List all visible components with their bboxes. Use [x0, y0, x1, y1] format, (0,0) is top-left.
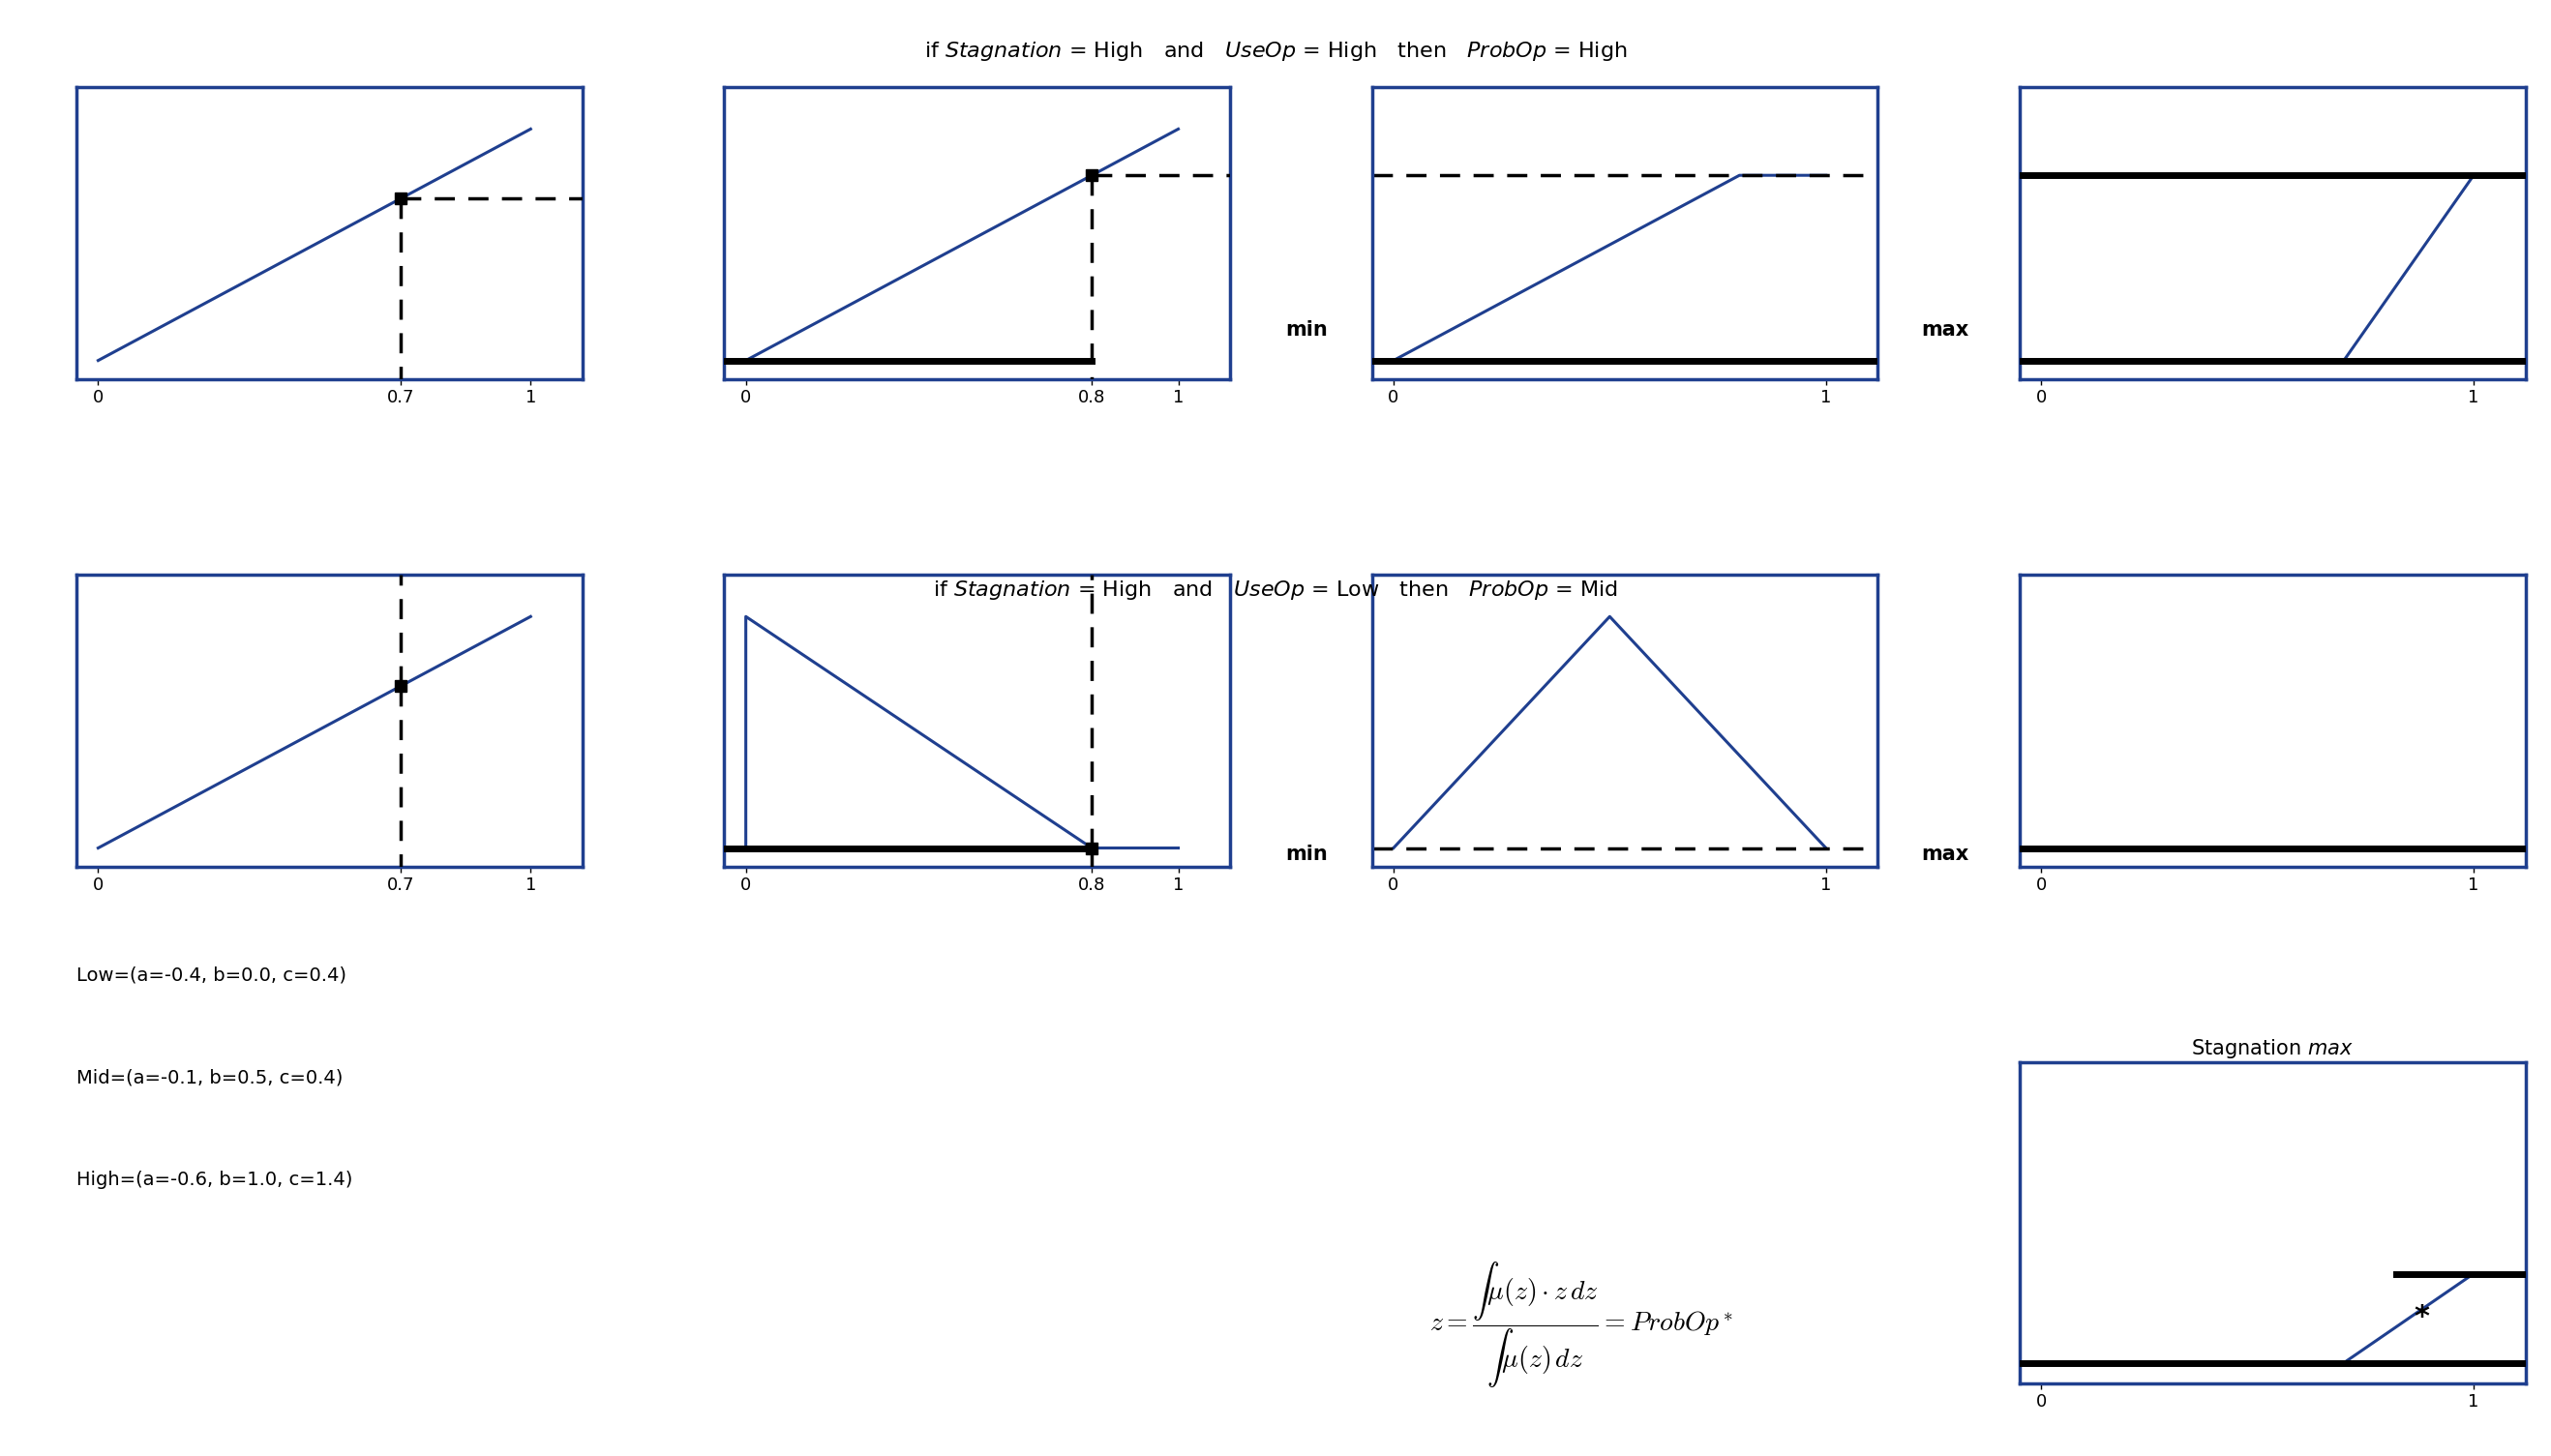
Text: $z = \dfrac{\int \mu(z) \cdot z\,dz}{\int \mu(z)\,dz} = ProbOp^*$: $z = \dfrac{\int \mu(z) \cdot z\,dz}{\in… [1429, 1259, 1735, 1390]
Text: Mid=(a=-0.1, b=0.5, c=0.4): Mid=(a=-0.1, b=0.5, c=0.4) [77, 1069, 342, 1086]
Text: max: max [1921, 844, 1969, 863]
Text: min: min [1286, 844, 1329, 863]
Text: if $\mathit{Stagnation}$ = High   and   $\mathit{UseOp}$ = High   then   $\mathi: if $\mathit{Stagnation}$ = High and $\ma… [923, 39, 1628, 63]
Text: max: max [1921, 320, 1969, 339]
Text: if $\mathit{Stagnation}$ = High   and   $\mathit{UseOp}$ = Low   then   $\mathit: if $\mathit{Stagnation}$ = High and $\ma… [934, 578, 1617, 601]
Text: Low=(a=-0.4, b=0.0, c=0.4): Low=(a=-0.4, b=0.0, c=0.4) [77, 967, 347, 984]
Title: Stagnation $\mathit{max}$: Stagnation $\mathit{max}$ [2191, 1037, 2355, 1060]
Text: High=(a=-0.6, b=1.0, c=1.4): High=(a=-0.6, b=1.0, c=1.4) [77, 1171, 352, 1188]
Text: *: * [2413, 1303, 2429, 1331]
Text: min: min [1286, 320, 1329, 339]
